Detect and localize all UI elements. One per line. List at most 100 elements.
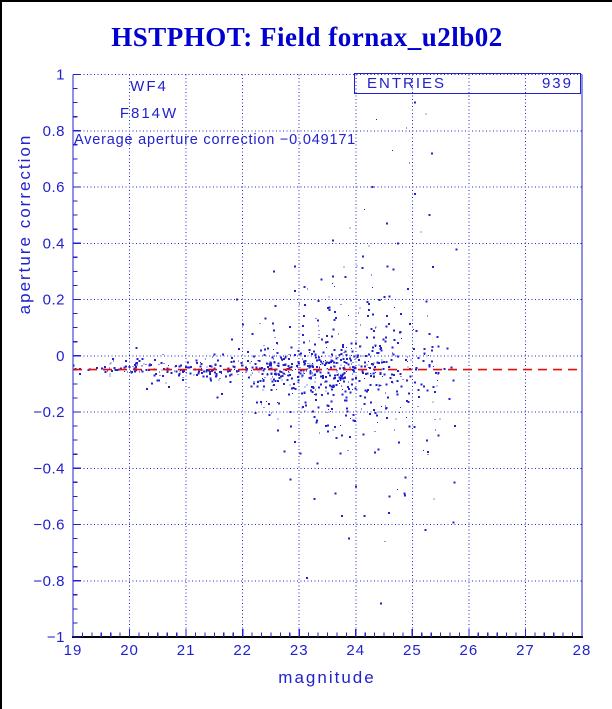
- data-point: [371, 346, 374, 349]
- data-point: [277, 365, 280, 368]
- data-point: [314, 356, 317, 359]
- data-point: [202, 375, 205, 378]
- data-point: [328, 409, 330, 411]
- data-point: [347, 314, 349, 316]
- data-point: [214, 363, 217, 366]
- data-point: [288, 393, 290, 396]
- data-point: [254, 362, 257, 365]
- data-point: [326, 412, 328, 414]
- data-point: [300, 412, 302, 414]
- data-point: [259, 367, 262, 370]
- data-point: [268, 364, 271, 367]
- data-point: [357, 359, 360, 362]
- data-point: [291, 377, 293, 380]
- data-point: [334, 377, 336, 380]
- data-point: [263, 367, 266, 370]
- data-point: [340, 377, 343, 380]
- data-point: [282, 364, 284, 366]
- data-point: [453, 425, 456, 428]
- data-point: [292, 369, 294, 371]
- y-tick-label: 0.2: [43, 292, 65, 309]
- average-correction-annotation: Average aperture correction −0.049171: [74, 132, 357, 148]
- data-point: [431, 152, 434, 155]
- data-point: [355, 376, 358, 379]
- data-point: [209, 377, 212, 380]
- data-point: [294, 265, 296, 268]
- data-point: [72, 364, 75, 367]
- data-point: [333, 426, 336, 429]
- data-point: [431, 346, 434, 348]
- data-point: [247, 360, 250, 363]
- data-point: [294, 387, 297, 390]
- data-point: [259, 323, 261, 325]
- data-point: [324, 380, 327, 383]
- data-point: [377, 351, 380, 354]
- data-point: [377, 388, 380, 391]
- data-point: [269, 364, 272, 367]
- data-point: [289, 384, 291, 386]
- data-point: [337, 356, 339, 358]
- data-point: [258, 371, 260, 373]
- data-point: [388, 495, 391, 498]
- data-point: [317, 319, 319, 322]
- data-point: [399, 373, 402, 375]
- data-point: [343, 399, 346, 402]
- data-point: [435, 371, 438, 374]
- data-point: [319, 371, 322, 374]
- data-point: [366, 314, 369, 317]
- data-point: [417, 388, 420, 391]
- data-point: [327, 424, 329, 427]
- data-point: [326, 392, 329, 395]
- data-point: [189, 372, 192, 375]
- data-point: [270, 362, 272, 365]
- data-point: [340, 353, 343, 356]
- data-point: [318, 386, 321, 389]
- data-point: [266, 400, 267, 402]
- data-point: [341, 375, 344, 377]
- data-point: [371, 363, 373, 364]
- data-point: [428, 333, 431, 336]
- data-point: [301, 406, 304, 409]
- x-tick-label: 20: [120, 642, 139, 659]
- data-point: [168, 365, 170, 367]
- data-point: [221, 392, 224, 395]
- data-point: [345, 396, 348, 399]
- data-point: [409, 162, 410, 164]
- y-tick-label: −1: [47, 629, 65, 646]
- data-point: [352, 414, 355, 416]
- data-point: [268, 413, 271, 416]
- data-point: [350, 359, 353, 362]
- data-point: [360, 324, 361, 326]
- data-point: [290, 366, 293, 369]
- data-point: [392, 268, 395, 271]
- data-point: [229, 369, 231, 372]
- data-point: [343, 266, 345, 268]
- data-point: [420, 231, 422, 233]
- data-point: [374, 370, 375, 371]
- data-point: [185, 372, 187, 374]
- data-point: [380, 385, 382, 387]
- data-point: [349, 367, 351, 369]
- data-point: [306, 370, 307, 372]
- data-point: [400, 385, 403, 388]
- data-point: [374, 366, 376, 368]
- data-point: [397, 342, 400, 345]
- data-point: [392, 382, 394, 384]
- data-point: [385, 336, 388, 339]
- data-point: [280, 356, 283, 359]
- entries-value: 939: [541, 75, 573, 92]
- data-point: [326, 367, 328, 369]
- data-point: [158, 371, 160, 373]
- data-point: [347, 363, 350, 366]
- data-point: [340, 303, 342, 305]
- data-point: [320, 278, 323, 281]
- y-axis-label: aperture correction: [15, 133, 34, 315]
- data-point: [347, 389, 349, 391]
- data-point: [362, 255, 365, 258]
- data-point: [178, 365, 181, 368]
- data-point: [359, 394, 362, 397]
- data-point: [135, 366, 138, 369]
- data-point: [326, 341, 329, 343]
- data-point: [298, 353, 301, 356]
- data-point: [358, 312, 360, 314]
